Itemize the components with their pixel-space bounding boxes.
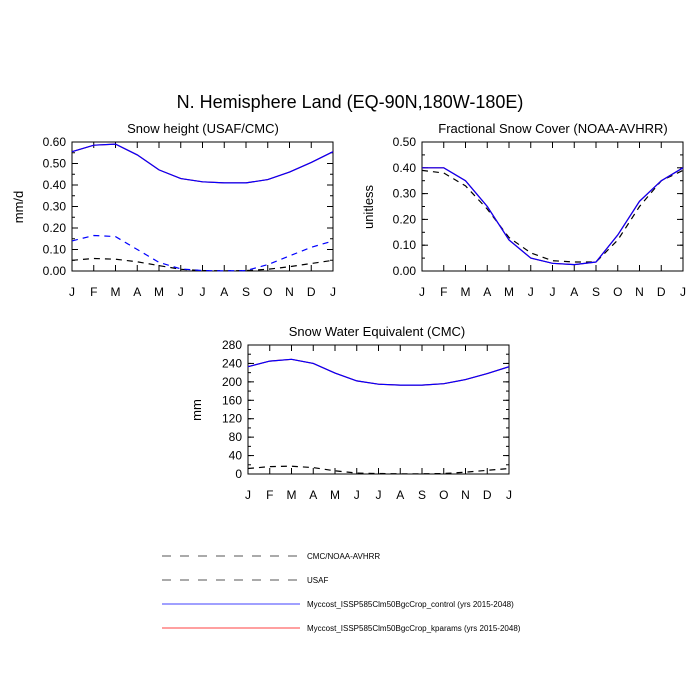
x-tick-label: D bbox=[307, 285, 316, 299]
y-tick-label: 0.20 bbox=[393, 212, 417, 226]
plot-area: 0.000.100.200.300.400.500.60J F M A M J J A S O N D… bbox=[43, 135, 336, 299]
y-tick-label: 0.30 bbox=[393, 187, 417, 201]
y-tick-label: 160 bbox=[222, 393, 242, 407]
plot-area: 0.000.100.200.300.400.50J F M A M J J A S O N D J bbox=[393, 135, 686, 299]
x-tick-label: F bbox=[440, 285, 447, 299]
legend-entry: CMC/NOAA-AVHRR bbox=[162, 552, 380, 561]
x-tick-label: A bbox=[133, 285, 141, 299]
x-tick-label: J bbox=[178, 285, 184, 299]
x-tick-label: M bbox=[330, 488, 340, 502]
y-axis-label: unitless bbox=[361, 184, 376, 229]
figure-title: N. Hemisphere Land (EQ-90N,180W-180E) bbox=[177, 92, 524, 112]
x-tick-label: O bbox=[439, 488, 448, 502]
x-tick-label: A bbox=[396, 488, 404, 502]
y-tick-label: 0.00 bbox=[393, 264, 417, 278]
x-tick-label: N bbox=[285, 285, 294, 299]
x-tick-label: D bbox=[657, 285, 666, 299]
legend-label: Myccost_ISSP585Clm50BgcCrop_kparams (yrs… bbox=[307, 624, 521, 633]
x-tick-label: J bbox=[354, 488, 360, 502]
y-tick-label: 0.20 bbox=[43, 221, 67, 235]
series-line-myccost-issp585clm50bgccrop-control-yrs-2015-2048 bbox=[422, 167, 684, 266]
legend-entry: USAF bbox=[162, 576, 328, 585]
panel-fractional-snow-cover: Fractional Snow Cover (NOAA-AVHRR) unitl… bbox=[361, 121, 686, 299]
legend-label: USAF bbox=[307, 576, 328, 585]
x-tick-label: J bbox=[550, 285, 556, 299]
x-tick-label: S bbox=[592, 285, 600, 299]
legend-label: Myccost_ISSP585Clm50BgcCrop_control (yrs… bbox=[307, 600, 514, 609]
x-tick-label: M bbox=[111, 285, 121, 299]
y-tick-label: 0.50 bbox=[43, 157, 67, 171]
x-tick-label: J bbox=[419, 285, 425, 299]
x-tick-label: J bbox=[330, 285, 336, 299]
x-tick-label: F bbox=[266, 488, 273, 502]
x-tick-label: N bbox=[461, 488, 470, 502]
x-tick-label: J bbox=[69, 285, 75, 299]
y-axis-label: mm/d bbox=[11, 191, 26, 224]
y-tick-label: 0.40 bbox=[43, 178, 67, 192]
x-tick-label: O bbox=[613, 285, 622, 299]
x-tick-label: A bbox=[570, 285, 578, 299]
x-tick-label: M bbox=[461, 285, 471, 299]
y-tick-label: 240 bbox=[222, 356, 242, 370]
y-tick-label: 80 bbox=[229, 430, 243, 444]
series-line-cmc-noaa-avhrr bbox=[421, 169, 684, 263]
series-line-usaf bbox=[71, 234, 334, 272]
x-tick-label: J bbox=[680, 285, 686, 299]
panel-title: Fractional Snow Cover (NOAA-AVHRR) bbox=[438, 121, 667, 136]
series-line-myccost-issp585clm50bgccrop-control-yrs-2015-2048 bbox=[247, 358, 510, 386]
y-tick-label: 0.10 bbox=[393, 238, 417, 252]
x-tick-label: J bbox=[200, 285, 206, 299]
panel-snow-height: Snow height (USAF/CMC) mm/d 0.00 0.10 0.20… bbox=[11, 121, 336, 299]
x-tick-label: J bbox=[245, 488, 251, 502]
x-tick-label: N bbox=[635, 285, 644, 299]
x-tick-label: D bbox=[483, 488, 492, 502]
x-tick-label: J bbox=[506, 488, 512, 502]
legend-entry: Myccost_ISSP585Clm50BgcCrop_control (yrs… bbox=[162, 600, 514, 609]
x-tick-label: S bbox=[418, 488, 426, 502]
legend: CMC/NOAA-AVHRR USAF Myccost_ISSP585Clm50Bg… bbox=[162, 552, 521, 633]
panel-title: Snow Water Equivalent (CMC) bbox=[289, 324, 466, 339]
x-tick-label: J bbox=[528, 285, 534, 299]
x-tick-label: A bbox=[220, 285, 228, 299]
panel-title: Snow height (USAF/CMC) bbox=[127, 121, 279, 136]
y-tick-label: 0.60 bbox=[43, 135, 67, 149]
y-tick-label: 200 bbox=[222, 375, 242, 389]
y-tick-label: 0 bbox=[235, 467, 242, 481]
x-tick-label: O bbox=[263, 285, 272, 299]
y-tick-label: 40 bbox=[229, 449, 243, 463]
y-tick-label: 0.10 bbox=[43, 243, 67, 257]
series-line-myccost-issp585clm50bgccrop-control-yrs-2015-2048 bbox=[71, 143, 334, 184]
y-tick-label: 280 bbox=[222, 338, 242, 352]
y-tick-label: 0.00 bbox=[43, 264, 67, 278]
x-tick-label: M bbox=[154, 285, 164, 299]
x-tick-label: M bbox=[504, 285, 514, 299]
y-tick-label: 0.50 bbox=[393, 135, 417, 149]
x-tick-label: J bbox=[376, 488, 382, 502]
legend-label: CMC/NOAA-AVHRR bbox=[307, 552, 380, 561]
x-tick-label: S bbox=[242, 285, 250, 299]
y-tick-label: 120 bbox=[222, 412, 242, 426]
y-tick-label: 0.40 bbox=[393, 161, 417, 175]
x-tick-label: A bbox=[309, 488, 317, 502]
panel-snow-water-equivalent: Snow Water Equivalent (CMC) mm 0 40 80 120 1… bbox=[189, 324, 512, 502]
y-tick-label: 0.30 bbox=[43, 200, 67, 214]
x-tick-label: A bbox=[483, 285, 491, 299]
x-tick-label: M bbox=[287, 488, 297, 502]
x-tick-label: F bbox=[90, 285, 97, 299]
y-axis-label: mm bbox=[189, 399, 204, 421]
legend-entry: Myccost_ISSP585Clm50BgcCrop_kparams (yrs… bbox=[162, 624, 521, 633]
